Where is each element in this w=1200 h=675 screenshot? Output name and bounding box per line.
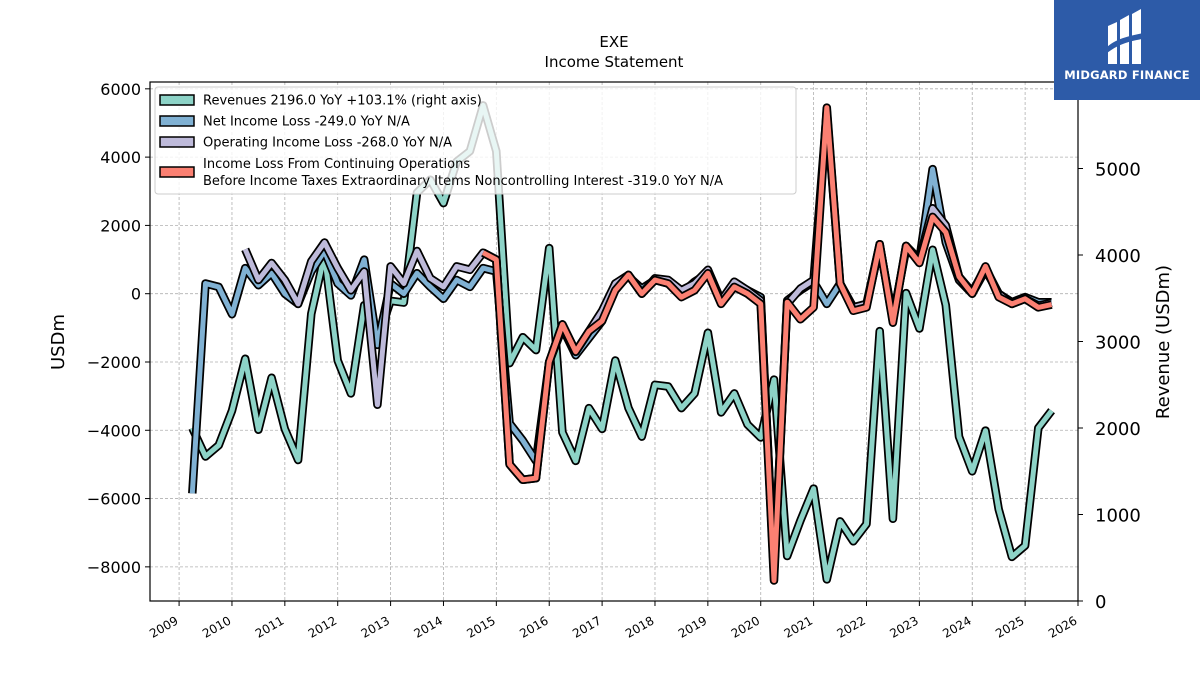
logo-text: MIDGARD FINANCE [1064,68,1190,82]
midgard-finance-logo: MIDGARD FINANCE [1054,0,1200,100]
y-tick-label: −4000 [87,421,141,440]
legend-label-3-line1: Income Loss From Continuing Operations [203,157,470,172]
x-tick-label: 2024 [940,613,973,640]
x-tick-label: 2023 [887,613,920,640]
x-tick-label: 2019 [676,613,709,640]
x-tick-label: 2016 [517,613,550,640]
x-tick-label: 2012 [306,613,339,640]
x-tick-label: 2009 [147,613,180,640]
y-tick-label: −8000 [87,558,141,577]
x-tick-label: 2015 [464,613,497,640]
x-tick-label: 2020 [729,613,762,640]
x-tick-label: 2018 [623,613,656,640]
legend-swatch-3 [159,166,195,178]
y-tick-label: 0 [131,285,141,304]
legend-label-0: Revenues 2196.0 YoY +103.1% (right axis) [203,94,482,109]
y-right-tick-label: 3000 [1095,333,1141,354]
y-tick-label: 2000 [100,216,141,235]
chart-title: EXE [599,33,628,51]
x-tick-label: 2021 [782,613,815,640]
x-tick-label: 2013 [359,613,392,640]
series-line-3 [481,105,1053,583]
y-tick-label: 4000 [100,148,141,167]
legend-swatch-1 [159,115,195,127]
y-tick-label: −6000 [87,490,141,509]
x-tick-label: 2014 [412,613,445,640]
legend-swatch-2 [159,136,195,148]
y-right-tick-label: 1000 [1095,506,1141,527]
x-tick-label: 2011 [253,613,286,640]
midgard-logo-icon [1106,9,1148,64]
legend: Revenues 2196.0 YoY +103.1% (right axis)… [154,86,797,195]
y-right-tick-label: 4000 [1095,246,1141,267]
legend-box [154,86,797,195]
x-tick-label: 2022 [835,613,868,640]
series-line-0 [190,102,1054,582]
legend-label-2: Operating Income Loss -268.0 YoY N/A [203,136,452,151]
y-right-tick-label: 5000 [1095,160,1141,181]
legend-label-1: Net Income Loss -249.0 YoY N/A [203,115,410,130]
y-right-tick-label: 2000 [1095,419,1141,440]
legend-label-3-line2: Before Income Taxes Extraordinary Items … [203,174,723,189]
y-axis-right-label: Revenue (USDm) [1153,265,1174,419]
x-tick-label: 2026 [1046,613,1079,640]
legend-swatch-0 [159,94,195,106]
chart-subtitle: Income Statement [545,53,684,71]
series-lines [188,101,1055,585]
x-tick-label: 2025 [993,613,1026,640]
y-tick-label: 6000 [100,80,141,99]
y-axis-label: USDm [48,314,69,370]
x-tick-label: 2017 [570,613,603,640]
y-right-tick-label: 0 [1095,592,1106,613]
y-tick-label: −2000 [87,353,141,372]
x-tick-label: 2010 [200,613,233,640]
